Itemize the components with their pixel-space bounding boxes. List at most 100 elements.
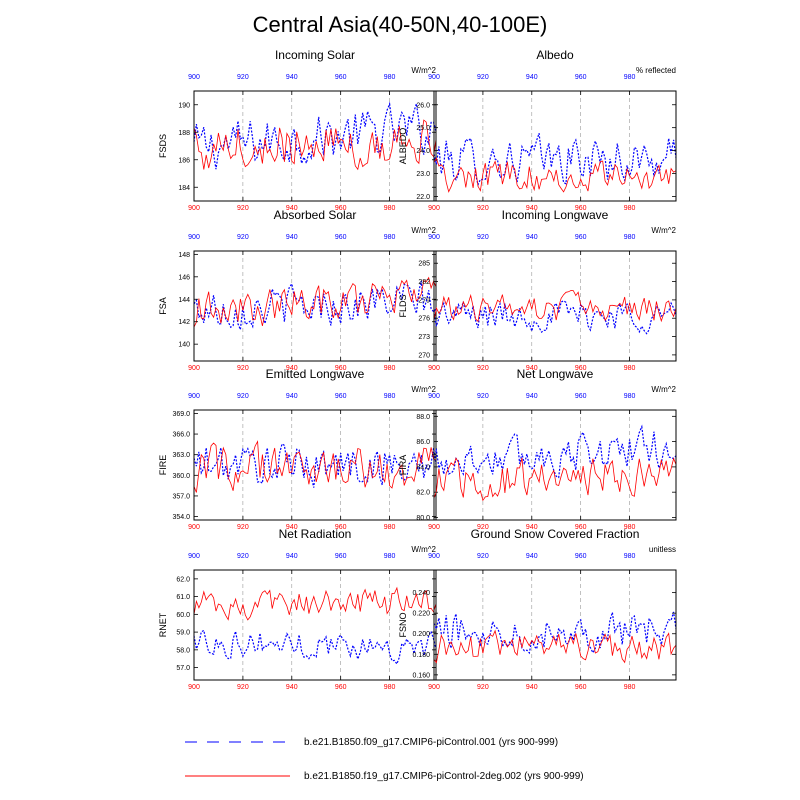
x-tick-label-top: 920 — [237, 74, 249, 81]
x-tick-label-bottom: 940 — [526, 684, 538, 691]
x-tick-label-top: 940 — [286, 553, 298, 560]
chart-title: Absorbed Solar — [274, 208, 357, 222]
y-tick-label: 80.0 — [416, 515, 430, 522]
units-label: W/m^2 — [411, 545, 436, 554]
y-axis-label: FIRA — [398, 455, 408, 476]
plot-frame — [193, 409, 437, 521]
y-tick-label: 369.0 — [172, 411, 190, 418]
x-tick-label-bottom: 900 — [428, 205, 440, 212]
x-tick-label-bottom: 920 — [237, 524, 249, 531]
x-tick-label-bottom: 960 — [575, 205, 587, 212]
x-tick-label-top: 920 — [237, 234, 249, 241]
y-tick-label: 357.0 — [172, 493, 190, 500]
y-tick-label: 82.0 — [416, 490, 430, 497]
y-tick-label: 354.0 — [172, 514, 190, 521]
x-tick-label-top: 980 — [384, 553, 396, 560]
x-tick-label-top: 900 — [428, 553, 440, 560]
y-axis-label: FIRE — [158, 455, 168, 476]
x-tick-label-bottom: 900 — [188, 524, 200, 531]
y-tick-label: 279 — [418, 297, 430, 304]
series-line-red — [433, 629, 677, 664]
units-label: W/m^2 — [651, 385, 676, 394]
x-tick-label-top: 900 — [428, 74, 440, 81]
x-tick-label-top: 900 — [428, 234, 440, 241]
x-tick-label-bottom: 980 — [624, 524, 636, 531]
plot-frame — [433, 90, 677, 202]
chart-panel-7: Ground Snow Covered Fraction FSNO unitless… — [398, 527, 677, 691]
x-tick-label-bottom: 980 — [624, 205, 636, 212]
x-tick-label-bottom: 980 — [624, 684, 636, 691]
units-label: W/m^2 — [411, 66, 436, 75]
y-axis-label: ALBEDO — [398, 128, 408, 165]
y-tick-label: 144 — [178, 297, 190, 304]
y-tick-label: 22.0 — [416, 194, 430, 201]
chart-title: Albedo — [536, 48, 574, 62]
x-tick-label-top: 900 — [188, 393, 200, 400]
chart-panel-6: Net Radiation RNET W/m^2 57.0 58.0 59.0 60.0 61… — [158, 527, 437, 691]
x-tick-label-top: 920 — [477, 553, 489, 560]
x-tick-label-bottom: 980 — [384, 205, 396, 212]
figure-title: Central Asia(40-50N,40-100E) — [253, 12, 548, 37]
y-tick-label: 26.0 — [416, 102, 430, 109]
series-line-red — [193, 586, 437, 621]
y-tick-label: 0.160 — [412, 672, 430, 679]
y-tick-label: 57.0 — [176, 665, 190, 672]
series-line-blue — [193, 101, 437, 170]
series-line-red — [193, 440, 437, 493]
x-tick-label-top: 900 — [188, 74, 200, 81]
x-tick-label-bottom: 940 — [526, 365, 538, 372]
y-tick-label: 86.0 — [416, 439, 430, 446]
y-axis-label: RNET — [158, 612, 168, 637]
y-tick-label: 0.200 — [412, 631, 430, 638]
x-tick-label-top: 900 — [188, 234, 200, 241]
y-tick-label: 23.0 — [416, 171, 430, 178]
y-tick-label: 285 — [418, 261, 430, 268]
y-axis-label: FSDS — [158, 134, 168, 158]
x-tick-label-top: 940 — [526, 553, 538, 560]
y-tick-label: 24.0 — [416, 148, 430, 155]
x-tick-label-bottom: 920 — [237, 684, 249, 691]
x-tick-label-top: 980 — [384, 74, 396, 81]
x-tick-label-bottom: 900 — [188, 684, 200, 691]
x-tick-label-bottom: 900 — [428, 524, 440, 531]
y-tick-label: 58.0 — [176, 647, 190, 654]
x-tick-label-top: 920 — [477, 393, 489, 400]
x-tick-label-top: 940 — [286, 74, 298, 81]
x-tick-label-top: 900 — [428, 393, 440, 400]
x-tick-label-top: 960 — [335, 234, 347, 241]
x-tick-label-top: 940 — [286, 234, 298, 241]
x-tick-label-top: 960 — [575, 74, 587, 81]
chart-title: Net Radiation — [279, 527, 352, 541]
plot-frame — [193, 569, 437, 681]
y-tick-label: 61.0 — [176, 594, 190, 601]
y-tick-label: 148 — [178, 252, 190, 259]
y-tick-label: 140 — [178, 342, 190, 349]
y-tick-label: 276 — [418, 316, 430, 323]
x-tick-label-bottom: 940 — [526, 205, 538, 212]
y-tick-label: 363.0 — [172, 452, 190, 459]
y-tick-label: 188 — [178, 130, 190, 137]
series-line-blue — [433, 424, 677, 479]
x-tick-label-bottom: 960 — [335, 205, 347, 212]
x-tick-label-top: 980 — [384, 234, 396, 241]
x-tick-label-bottom: 920 — [477, 365, 489, 372]
units-label: W/m^2 — [651, 226, 676, 235]
panels: Incoming Solar FSDS W/m^2 184 186 188 190 900 90… — [158, 48, 677, 691]
y-tick-label: 360.0 — [172, 473, 190, 480]
x-tick-label-bottom: 900 — [428, 365, 440, 372]
x-tick-label-bottom: 980 — [384, 365, 396, 372]
y-tick-label: 25.0 — [416, 125, 430, 132]
y-tick-label: 190 — [178, 102, 190, 109]
legend-label-red: b.e21.B1850.f19_g17.CMIP6-piControl-2deg… — [304, 771, 584, 782]
units-label: % reflected — [636, 66, 676, 75]
chart-title: Incoming Solar — [275, 48, 355, 62]
y-tick-label: 184 — [178, 185, 190, 192]
y-axis-label: FSA — [158, 297, 168, 315]
plot-frame — [433, 250, 677, 362]
y-tick-label: 186 — [178, 157, 190, 164]
series-line-blue — [433, 133, 677, 187]
y-tick-label: 282 — [418, 279, 430, 286]
y-tick-label: 270 — [418, 352, 430, 359]
chart-title: Incoming Longwave — [502, 208, 609, 222]
series-line-red — [433, 457, 677, 502]
